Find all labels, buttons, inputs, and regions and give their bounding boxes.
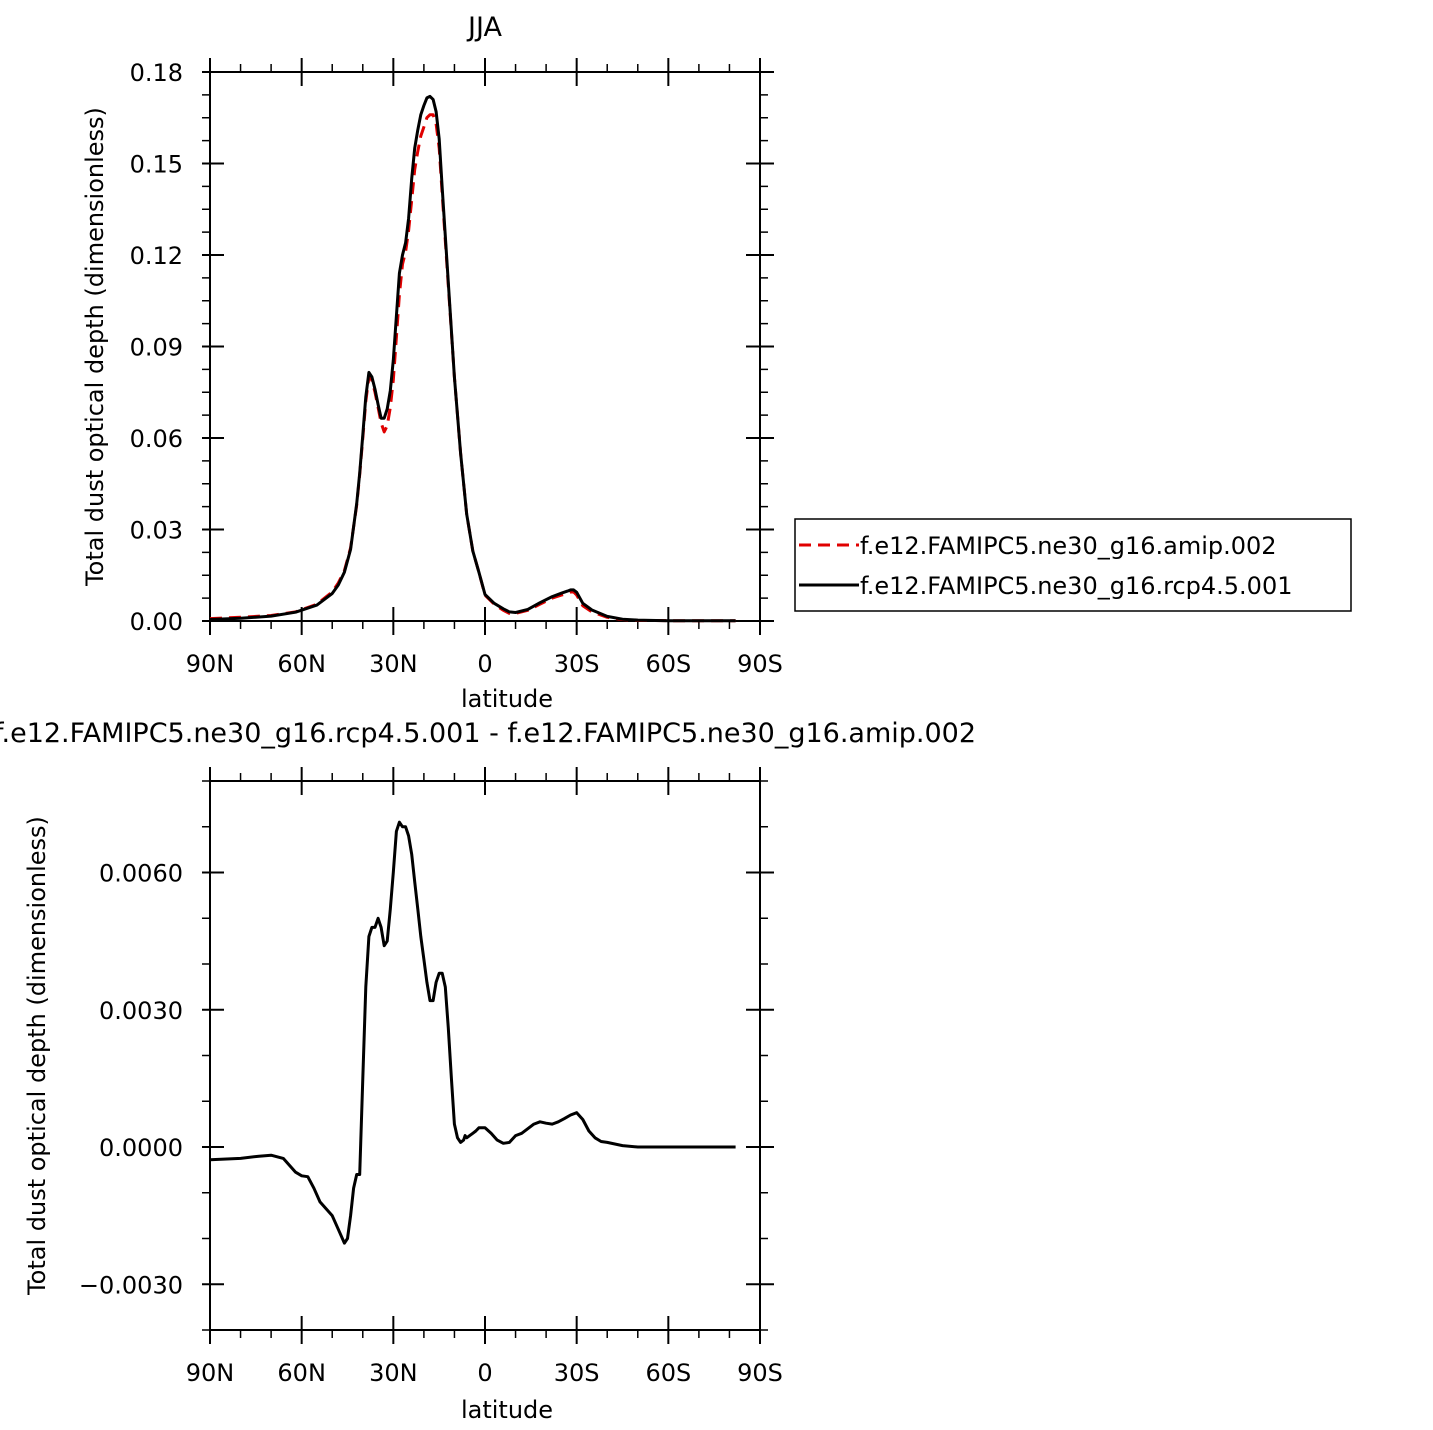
x-tick-label: 90S bbox=[737, 650, 783, 678]
legend-label-2: f.e12.FAMIPC5.ne30_g16.rcp4.5.001 bbox=[860, 572, 1293, 600]
y-tick-label: 0.12 bbox=[130, 242, 183, 270]
x-tick-label: 30N bbox=[369, 650, 418, 678]
chart-panel-1: JJA 90N 60N 30N 0 30S 60S 90S 0.00 0.03 0.06 0.09 0.… bbox=[81, 12, 1352, 713]
y-tick-label: −0.0030 bbox=[79, 1271, 183, 1299]
x-tick-label: 60N bbox=[277, 650, 326, 678]
y-tick-label: 0.06 bbox=[130, 425, 183, 453]
legend-label-1: f.e12.FAMIPC5.ne30_g16.amip.002 bbox=[860, 532, 1277, 560]
y-axis-label: Total dust optical depth (dimensionless) bbox=[23, 816, 51, 1296]
x-tick-label: 30S bbox=[554, 650, 600, 678]
x-tick-label: 60S bbox=[645, 1359, 691, 1387]
x-tick-label: 30S bbox=[554, 1359, 600, 1387]
x-axis-label: latitude bbox=[461, 1396, 553, 1424]
y-tick-label: 0.00 bbox=[130, 608, 183, 636]
chart-title: f.e12.FAMIPC5.ne30_g16.rcp4.5.001 - f.e1… bbox=[0, 718, 976, 749]
series-line-1 bbox=[209, 820, 736, 1245]
x-tick-label: 90S bbox=[737, 1359, 783, 1387]
y-tick-label: 0.0030 bbox=[99, 997, 183, 1025]
x-tick-label: 0 bbox=[477, 650, 492, 678]
series-line-1 bbox=[209, 113, 736, 623]
y-tick-label: 0.0000 bbox=[99, 1134, 183, 1162]
y-tick-label: 0.15 bbox=[130, 151, 183, 179]
legend: f.e12.FAMIPC5.ne30_g16.amip.002 f.e12.FAM… bbox=[794, 518, 1352, 612]
plot-frame bbox=[209, 71, 761, 622]
x-tick-label: 90N bbox=[186, 650, 235, 678]
x-tick-label: 30N bbox=[369, 1359, 418, 1387]
x-tick-label: 90N bbox=[186, 1359, 235, 1387]
x-tick-label: 60S bbox=[645, 650, 691, 678]
y-axis-label: Total dust optical depth (dimensionless) bbox=[81, 107, 109, 587]
legend-box bbox=[794, 518, 1352, 612]
y-tick-label: 0.0060 bbox=[99, 860, 183, 888]
x-axis-label: latitude bbox=[461, 685, 553, 713]
plot-frame bbox=[209, 780, 761, 1331]
y-tick-label: 0.03 bbox=[130, 517, 183, 545]
y-tick-label: 0.18 bbox=[130, 59, 183, 87]
series-line-2 bbox=[209, 94, 736, 623]
x-tick-label: 0 bbox=[477, 1359, 492, 1387]
chart-title: JJA bbox=[466, 12, 502, 43]
y-tick-label: 0.09 bbox=[130, 334, 183, 362]
chart-panel-2: f.e12.FAMIPC5.ne30_g16.rcp4.5.001 - f.e1… bbox=[0, 718, 976, 1424]
x-tick-label: 60N bbox=[277, 1359, 326, 1387]
